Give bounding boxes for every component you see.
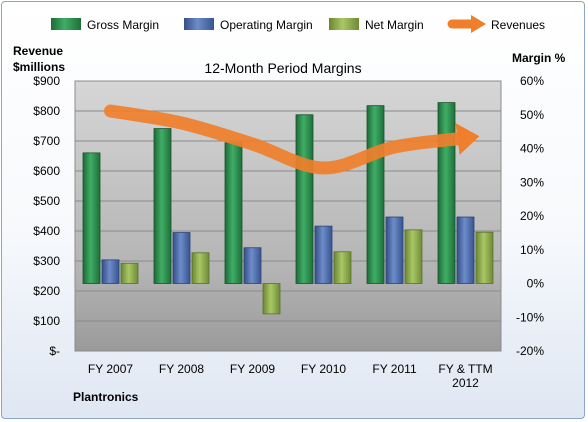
legend-label-net-margin: Net Margin	[365, 18, 424, 32]
left-axis-ticks: $- $100 $200 $300 $400 $500 $600 $700 $800 $900	[33, 74, 60, 358]
bar-operating-margin	[101, 259, 120, 284]
revenue-arrowhead	[455, 123, 480, 155]
left-tick-label: $500	[33, 194, 60, 208]
bar-operating-margin	[314, 225, 333, 284]
bar-net-margin	[191, 252, 210, 284]
left-tick-label: $300	[33, 254, 60, 268]
legend-swatch-operating-margin	[184, 18, 214, 30]
bar-net-margin	[475, 231, 494, 284]
right-tick-label: -10%	[516, 310, 544, 324]
legend-arrowhead-revenues	[471, 15, 486, 33]
right-axis-ticks: -20% -10% 0% 10% 20% 30% 40% 50% 60%	[516, 74, 544, 358]
bar-net-margin	[262, 283, 281, 315]
bar-gross-margin	[295, 114, 314, 284]
bar-gross-margin	[437, 102, 456, 284]
revenue-line	[104, 104, 472, 175]
legend-swatch-gross-margin	[51, 18, 81, 30]
category-label: FY 2010	[301, 362, 346, 376]
category-label: FY 2009	[230, 362, 275, 376]
revenue-series	[104, 104, 480, 175]
right-tick-label: 40%	[520, 142, 544, 156]
left-tick-label: $200	[33, 284, 60, 298]
bar-operating-margin	[172, 232, 191, 284]
right-tick-label: -20%	[516, 344, 544, 358]
category-label: FY 2008	[159, 362, 204, 376]
category-label: FY 2007	[88, 362, 133, 376]
category-labels: FY 2007 FY 2008 FY 2009 FY 2010 FY 2011 FY & …	[88, 362, 493, 390]
category-label: FY & TTM	[438, 362, 492, 376]
plot-area	[74, 80, 502, 352]
right-tick-label: 10%	[520, 243, 544, 257]
right-tick-label: 60%	[520, 74, 544, 88]
legend: Gross Margin Operating Margin Net Margin…	[51, 15, 545, 33]
right-axis-title: Margin %	[512, 51, 566, 65]
right-tick-label: 50%	[520, 108, 544, 122]
bar-operating-margin	[243, 247, 262, 284]
legend-swatch-net-margin	[329, 18, 359, 30]
left-tick-label: $900	[33, 74, 60, 88]
left-tick-label: $700	[33, 134, 60, 148]
legend-label-gross-margin: Gross Margin	[87, 18, 159, 32]
right-tick-label: 20%	[520, 209, 544, 223]
bar-gross-margin	[224, 142, 243, 284]
chart-title: 12-Month Period Margins	[204, 60, 361, 76]
bar-net-margin	[120, 262, 139, 284]
left-tick-label: $800	[33, 104, 60, 118]
left-tick-label: $100	[33, 314, 60, 328]
legend-label-revenues: Revenues	[491, 18, 545, 32]
left-axis-title-line1: Revenue	[13, 44, 63, 58]
left-tick-label: $400	[33, 224, 60, 238]
category-label: FY 2011	[372, 362, 417, 376]
left-axis-title-line2: $millions	[13, 60, 65, 74]
bar-net-margin	[333, 251, 352, 284]
legend-label-operating-margin: Operating Margin	[220, 18, 313, 32]
right-tick-label: 0%	[527, 277, 545, 291]
left-tick-label: $-	[49, 344, 60, 358]
bar-gross-margin	[82, 152, 101, 284]
bar-series	[82, 102, 494, 315]
right-tick-label: 30%	[520, 175, 544, 189]
company-label: Plantronics	[73, 390, 139, 404]
left-tick-label: $600	[33, 164, 60, 178]
bar-net-margin	[404, 229, 423, 284]
category-label: 2012	[452, 376, 479, 390]
bar-gross-margin	[366, 105, 385, 284]
bar-operating-margin	[385, 216, 404, 284]
bar-gross-margin	[153, 128, 172, 284]
bar-operating-margin	[456, 216, 475, 284]
